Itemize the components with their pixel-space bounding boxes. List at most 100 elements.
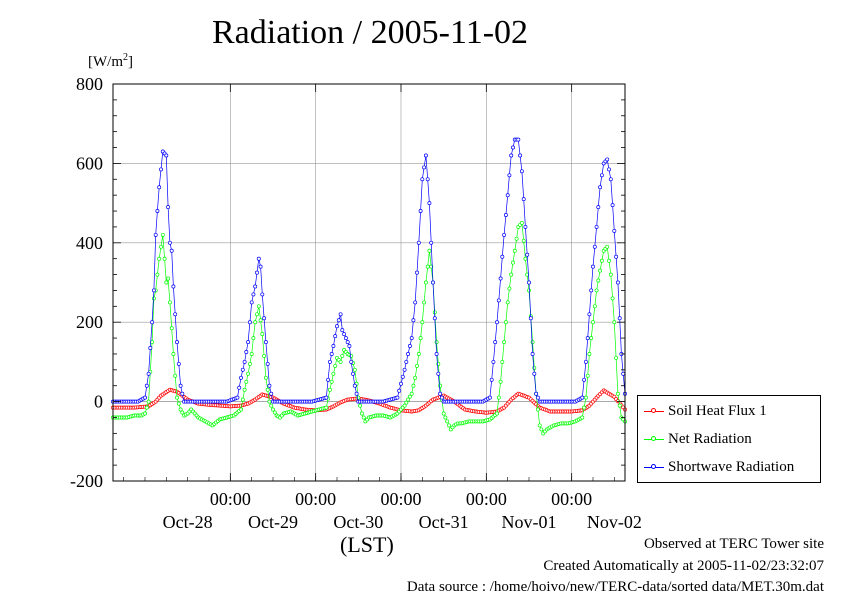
data-point: [445, 419, 450, 424]
data-point: [422, 300, 427, 305]
data-point: [244, 350, 249, 354]
data-point: [614, 355, 619, 360]
data-point: [516, 137, 521, 142]
data-point: [361, 415, 366, 420]
data-point: [406, 352, 411, 356]
data-point: [610, 296, 615, 301]
data-point: [502, 232, 507, 237]
data-point: [621, 371, 626, 376]
data-point: [427, 248, 432, 253]
data-point: [425, 264, 430, 269]
data-point: [171, 284, 176, 289]
data-point: [418, 209, 423, 213]
data-point: [615, 280, 620, 285]
data-point: [167, 300, 172, 305]
legend-swatch-green: [644, 434, 664, 444]
data-point: [404, 400, 409, 405]
data-point: [175, 340, 179, 345]
data-point: [247, 320, 252, 325]
data-point: [523, 224, 528, 229]
data-point: [345, 340, 350, 345]
data-point: [329, 379, 334, 384]
data-point: [514, 236, 519, 241]
data-point: [592, 244, 597, 249]
data-point: [358, 403, 363, 408]
data-point: [527, 280, 531, 285]
data-point: [235, 395, 240, 400]
chart-title: Radiation / 2005-11-02: [211, 14, 529, 51]
data-point: [162, 256, 167, 261]
data-point: [144, 383, 149, 388]
data-point: [164, 153, 169, 158]
data-point: [509, 272, 514, 277]
data-point: [500, 359, 505, 364]
grid-layer: [113, 84, 625, 481]
data-point: [420, 320, 425, 325]
data-point: [173, 312, 178, 317]
data-point: [167, 240, 172, 245]
data-point: [598, 185, 603, 190]
data-point: [333, 363, 338, 368]
data-point: [615, 391, 620, 396]
data-point: [342, 332, 347, 337]
data-point: [505, 193, 510, 198]
data-point: [496, 395, 501, 400]
data-point: [327, 359, 332, 364]
data-point: [413, 375, 418, 380]
data-point: [411, 383, 416, 388]
data-point: [525, 252, 530, 257]
data-point: [338, 312, 343, 317]
data-point: [498, 276, 503, 281]
data-point: [340, 353, 345, 358]
data-point: [407, 344, 412, 348]
x-tick-time-label: 00:00: [551, 489, 592, 509]
data-point: [434, 340, 439, 345]
data-point: [487, 395, 492, 400]
data-point: [324, 395, 329, 400]
data-point: [335, 324, 339, 329]
data-point: [431, 280, 435, 285]
data-point: [331, 344, 336, 348]
data-point: [502, 340, 507, 345]
x-tick-date-label: Oct-31: [419, 512, 469, 532]
data-point: [612, 228, 617, 233]
data-point: [587, 312, 592, 317]
legend-swatch-blue: [644, 462, 664, 472]
footer-observed: Observed at TERC Tower site: [643, 536, 824, 552]
data-point: [256, 304, 261, 309]
footer-source: Data source : /home/hoivo/new/TERC-data/…: [406, 579, 824, 595]
data-point: [535, 395, 540, 400]
data-point: [329, 352, 334, 356]
data-point: [535, 407, 540, 412]
data-point: [402, 367, 407, 372]
data-point: [582, 405, 587, 410]
data-point: [495, 411, 499, 416]
data-point: [176, 361, 181, 366]
data-point: [239, 375, 243, 380]
data-point: [411, 318, 416, 323]
data-point: [507, 286, 512, 291]
data-point: [434, 352, 439, 356]
data-point: [359, 411, 364, 416]
data-point: [582, 377, 587, 382]
data-point: [425, 177, 430, 182]
data-point: [420, 177, 425, 182]
data-point: [589, 336, 594, 341]
data-point: [260, 332, 265, 337]
x-tick-date-label: Nov-01: [502, 512, 557, 532]
x-tick-date-label: Oct-30: [333, 512, 383, 532]
data-point: [247, 361, 252, 366]
data-point: [166, 205, 171, 210]
plot-frame: [112, 83, 626, 482]
data-point: [447, 423, 451, 428]
data-point: [423, 153, 428, 158]
data-point: [580, 415, 585, 420]
data-point: [258, 318, 263, 323]
data-point: [617, 403, 622, 408]
data-point: [169, 326, 174, 331]
data-point: [340, 328, 345, 333]
data-point: [518, 153, 523, 158]
data-point: [260, 292, 265, 297]
data-point: [269, 403, 274, 408]
data-point: [528, 316, 533, 321]
